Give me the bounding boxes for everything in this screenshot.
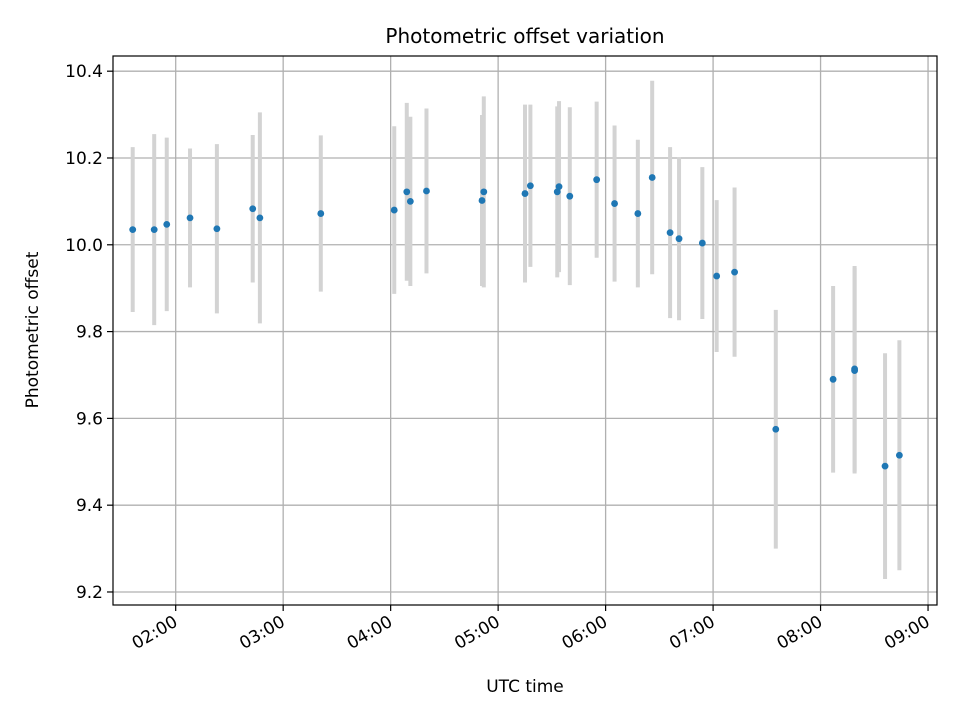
data-point bbox=[163, 220, 171, 228]
y-tick-label: 10.2 bbox=[65, 149, 103, 169]
data-point bbox=[713, 272, 721, 280]
data-point bbox=[648, 174, 656, 181]
data-point bbox=[675, 235, 683, 243]
y-tick-label: 9.4 bbox=[76, 496, 103, 516]
y-tick-label: 9.8 bbox=[76, 323, 103, 343]
data-point bbox=[129, 226, 137, 233]
plot-frame bbox=[112, 55, 938, 606]
data-point bbox=[731, 268, 738, 276]
chart-title: Photometric offset variation bbox=[385, 24, 664, 48]
y-axis-label: Photometric offset bbox=[23, 251, 43, 408]
data-point bbox=[406, 197, 414, 205]
data-point bbox=[256, 214, 264, 222]
y-tick-label: 10.4 bbox=[65, 62, 103, 82]
data-point bbox=[478, 197, 486, 204]
data-point bbox=[634, 210, 642, 217]
data-point bbox=[249, 205, 257, 213]
data-point bbox=[213, 225, 221, 233]
y-axis: 9.2 9.4 9.6 9.8 10.0 10.2 10.4 bbox=[65, 62, 113, 603]
data-point bbox=[150, 226, 158, 233]
y-tick-label: 10.0 bbox=[65, 236, 103, 256]
data-point bbox=[593, 176, 601, 184]
data-point bbox=[553, 188, 561, 196]
data-point bbox=[186, 214, 194, 222]
y-tick-label: 9.2 bbox=[76, 583, 103, 603]
y-tick-label: 9.6 bbox=[76, 409, 103, 429]
data-point bbox=[390, 206, 398, 214]
data-point bbox=[403, 188, 411, 196]
data-point bbox=[611, 200, 618, 207]
data-point bbox=[698, 239, 706, 247]
data-point bbox=[480, 188, 488, 196]
data-points bbox=[129, 174, 903, 470]
data-point bbox=[521, 190, 529, 197]
data-point bbox=[895, 451, 903, 459]
data-point bbox=[526, 182, 534, 190]
data-point bbox=[666, 229, 674, 237]
data-point bbox=[851, 365, 858, 373]
data-point bbox=[829, 375, 837, 383]
data-point bbox=[555, 183, 563, 191]
data-point bbox=[566, 192, 574, 200]
x-axis-label: UTC time bbox=[486, 677, 564, 697]
data-point bbox=[317, 210, 325, 217]
data-point bbox=[423, 187, 430, 195]
data-point bbox=[881, 462, 889, 470]
data-point bbox=[772, 425, 780, 433]
